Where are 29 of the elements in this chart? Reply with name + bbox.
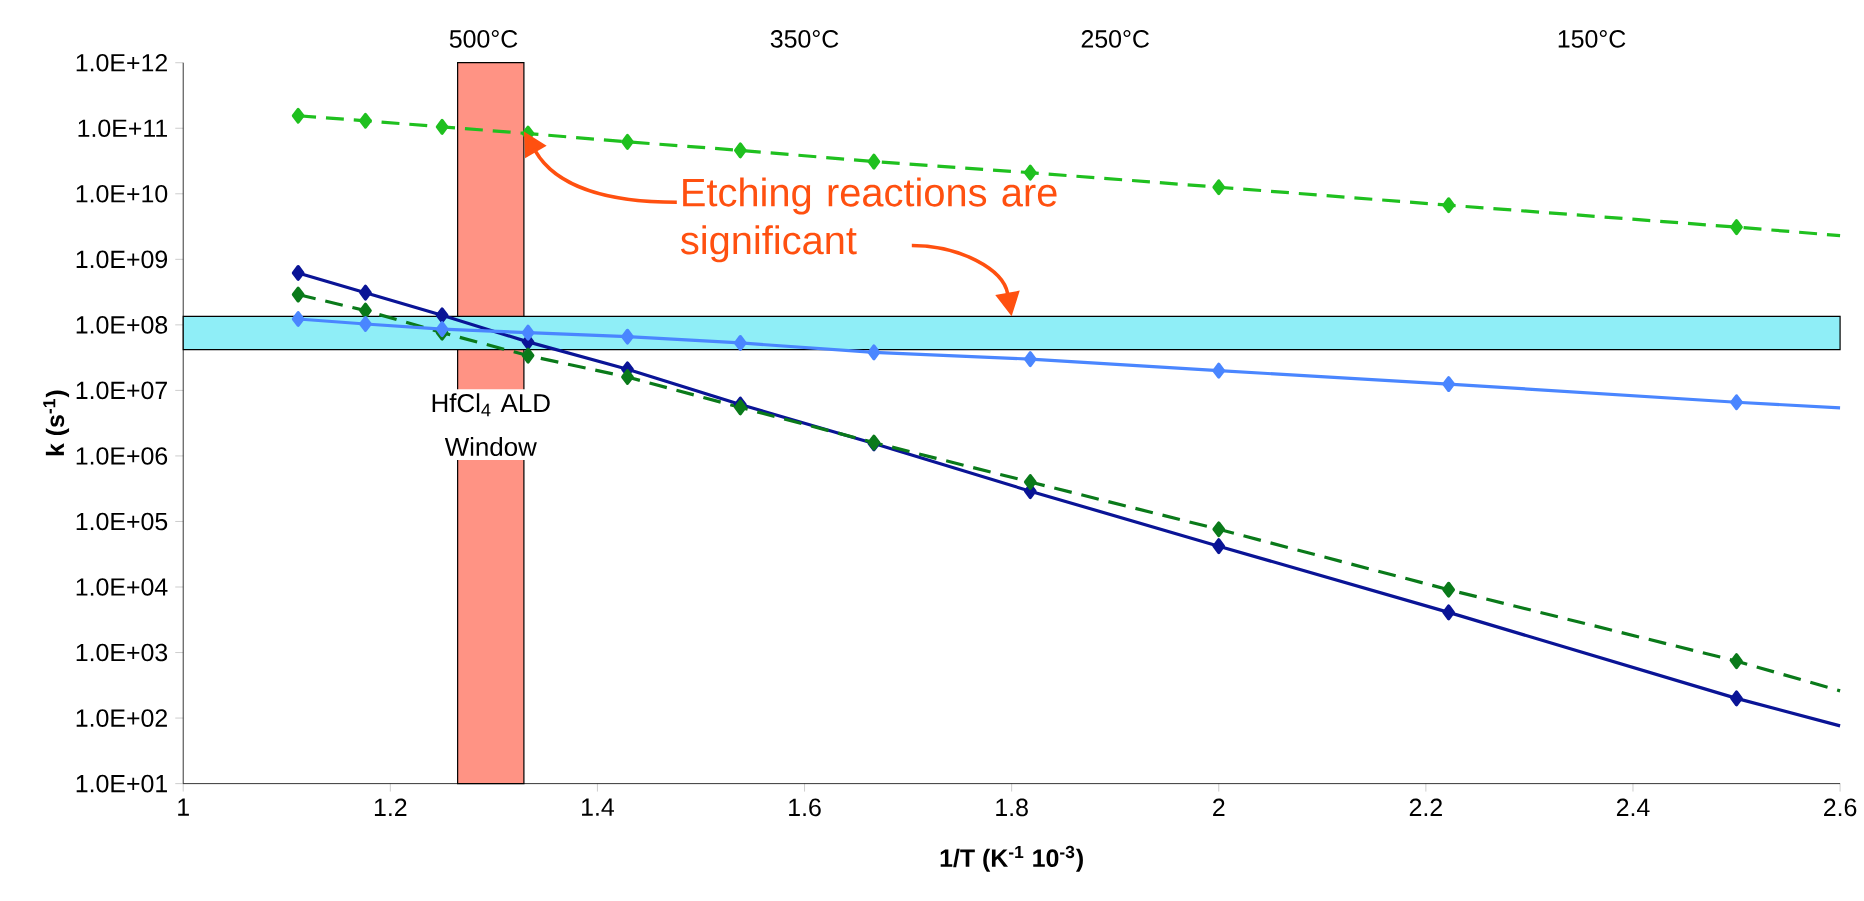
band-label: HfCl$_{4}$ ALD Window: [432, 393, 550, 457]
x-tick-label: 1.8: [996, 798, 1028, 817]
text: 500°C: [449, 30, 518, 48]
y-tick-label: 1.0E+03: [76, 643, 168, 662]
x-tick-label: 2: [1213, 798, 1225, 816]
text: 150°C: [1558, 30, 1626, 48]
x-tick-label: 2.2: [1409, 798, 1442, 816]
x-tick-label: 1.2: [374, 798, 407, 816]
y-tick-label: 1.0E+09: [76, 250, 168, 269]
x-tick-label: 2.6: [1824, 798, 1857, 817]
text: 350°C: [770, 30, 839, 48]
x-tick-label: 1: [178, 798, 189, 816]
annotation: Etching reactions are significant: [680, 177, 1057, 263]
y-tick-label: 1.0E+04: [76, 578, 168, 596]
x-axis-title: 1/T (K$^{-1}$ 10$^{-3}$): [940, 845, 1083, 872]
x-tick-label: 1.6: [789, 798, 821, 817]
y-tick-label: 1.0E+08: [76, 316, 168, 334]
y-axis-title: k (s$^{-1}$): [43, 390, 70, 456]
y-tick-label: 1.0E+02: [76, 709, 167, 727]
x-tick-label: 1.4: [582, 798, 615, 816]
y-tick-label: 1.0E+01: [76, 774, 167, 793]
y-tick-label: 1.0E+12: [76, 53, 167, 72]
y-tick-label: 1.0E+10: [76, 184, 168, 203]
y-tick-label: 1.0E+06: [76, 447, 168, 465]
y-tick-label: 1.0E+11: [78, 119, 167, 138]
text: 250°C: [1081, 30, 1149, 48]
x-tick-label: 2.4: [1616, 798, 1650, 816]
y-tick-label: 1.0E+07: [76, 381, 167, 400]
y-tick-label: 1.0E+05: [76, 512, 168, 531]
